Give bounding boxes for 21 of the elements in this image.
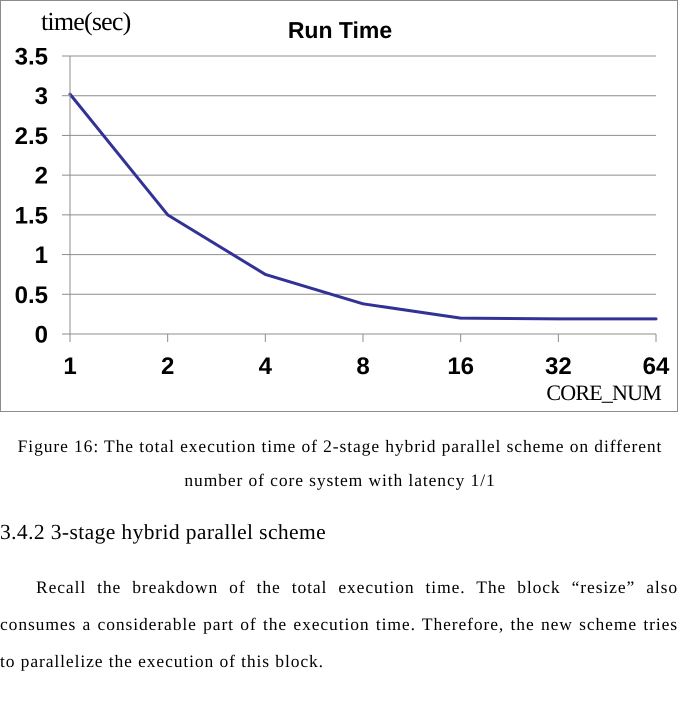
y-tick-label: 1 — [34, 242, 48, 270]
text: Recall the breakdown of the total execution time. The block “resize” also consumes a considerable part of the execution time. Therefore, the new scheme tries to parallelize the execution of this block. — [0, 577, 678, 671]
y-tick-label: 3.5 — [14, 44, 48, 71]
text: 3.4.2 3-stage hybrid parallel scheme — [0, 520, 326, 544]
y-tick-label: 1.5 — [14, 202, 48, 230]
x-axis-title: CORE_NUM — [546, 380, 661, 405]
y-tick-label: 0.5 — [14, 282, 48, 309]
chart-title: Run Time — [288, 17, 392, 43]
y-tick-label: 2 — [34, 162, 48, 190]
x-tick-label: 32 — [544, 353, 572, 380]
y-tick-label: 0 — [34, 322, 48, 349]
x-tick-label: 16 — [447, 353, 474, 380]
y-tick-label: 2.5 — [14, 122, 48, 150]
caption: Figure 16: The total execution time of 2-stage hybrid parallel scheme on different number of core system with latency 1/1 — [18, 436, 662, 490]
x-tick-label: 4 — [258, 353, 273, 380]
y-tick-label: 3 — [34, 83, 48, 110]
x-tick-label: 64 — [642, 353, 670, 380]
y-axis-title: time(sec) — [41, 7, 131, 36]
x-tick-label: 2 — [160, 353, 174, 380]
x-tick-label: 1 — [63, 353, 77, 380]
x-tick-label: 8 — [356, 353, 370, 380]
